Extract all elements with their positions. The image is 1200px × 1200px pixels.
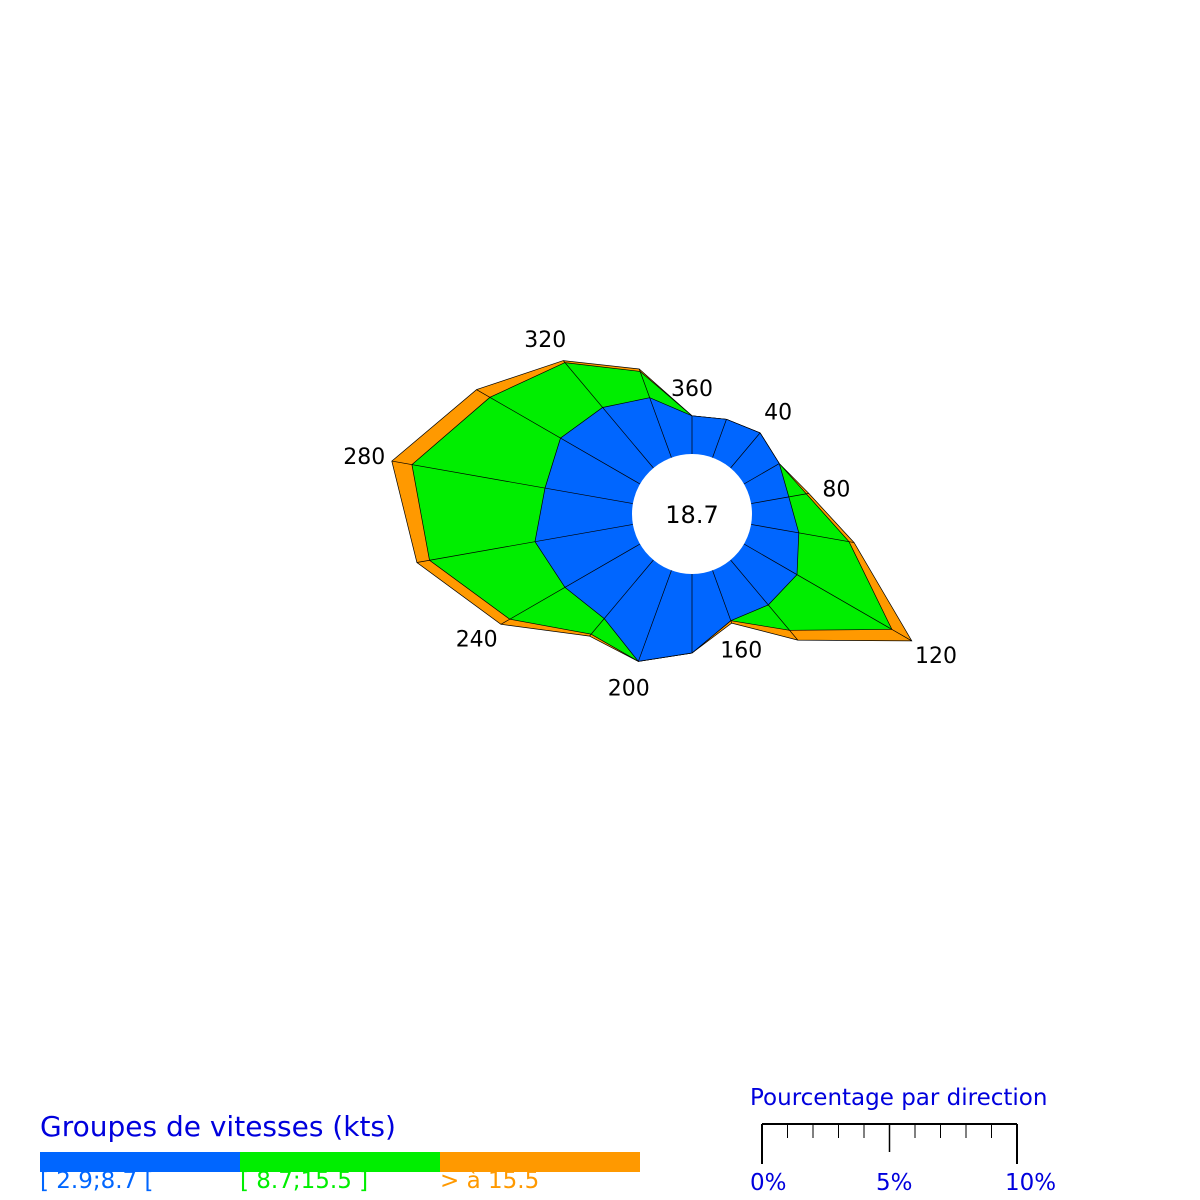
percentage-scale-bar (761, 1123, 1018, 1164)
rose-spoke (743, 543, 912, 642)
rose-spoke (730, 432, 761, 469)
direction-label-240: 240 (456, 627, 498, 652)
rose-spoke (712, 570, 733, 624)
rose-spoke (712, 419, 727, 458)
direction-label-80: 80 (822, 478, 850, 503)
rose-spoke (743, 463, 780, 485)
rose-spoke (751, 493, 809, 504)
rose-spoke (589, 559, 654, 637)
legend-swatch-high (440, 1152, 640, 1172)
rose-spoke (391, 460, 633, 504)
direction-label-120: 120 (915, 644, 957, 669)
direction-label-200: 200 (608, 677, 650, 702)
scale-label-0: 0% (750, 1170, 787, 1196)
direction-label-320: 320 (524, 328, 566, 353)
rose-spoke (751, 524, 855, 543)
rose-spoke (638, 368, 672, 458)
legend-title: Groupes de vitesses (kts) (40, 1110, 396, 1143)
scale-label-5: 5% (876, 1170, 913, 1196)
rose-spoke (416, 524, 633, 563)
direction-label-280: 280 (343, 445, 385, 470)
direction-label-160: 160 (720, 638, 762, 663)
legend-swatch-low (40, 1152, 240, 1172)
rose-center-value: 18.7 (665, 501, 718, 529)
legend-label-low: [ 2.9;8.7 [ (40, 1168, 154, 1194)
rose-spoke (563, 360, 654, 469)
scale-title: Pourcentage par direction (750, 1085, 1048, 1111)
legend-label-mid: [ 8.7;15.5 ] (240, 1168, 369, 1194)
rose-spoke (638, 570, 672, 662)
rose-spoke (730, 559, 799, 641)
scale-label-10: 10% (1005, 1170, 1057, 1196)
direction-label-40: 40 (764, 400, 792, 425)
legend-label-high: > à 15.5 (440, 1168, 540, 1194)
rose-center-hole (632, 454, 752, 574)
rose-spoke (500, 543, 641, 625)
legend-swatch-mid (240, 1152, 440, 1172)
rose-spoke (476, 389, 641, 485)
direction-label-360: 360 (671, 377, 713, 402)
